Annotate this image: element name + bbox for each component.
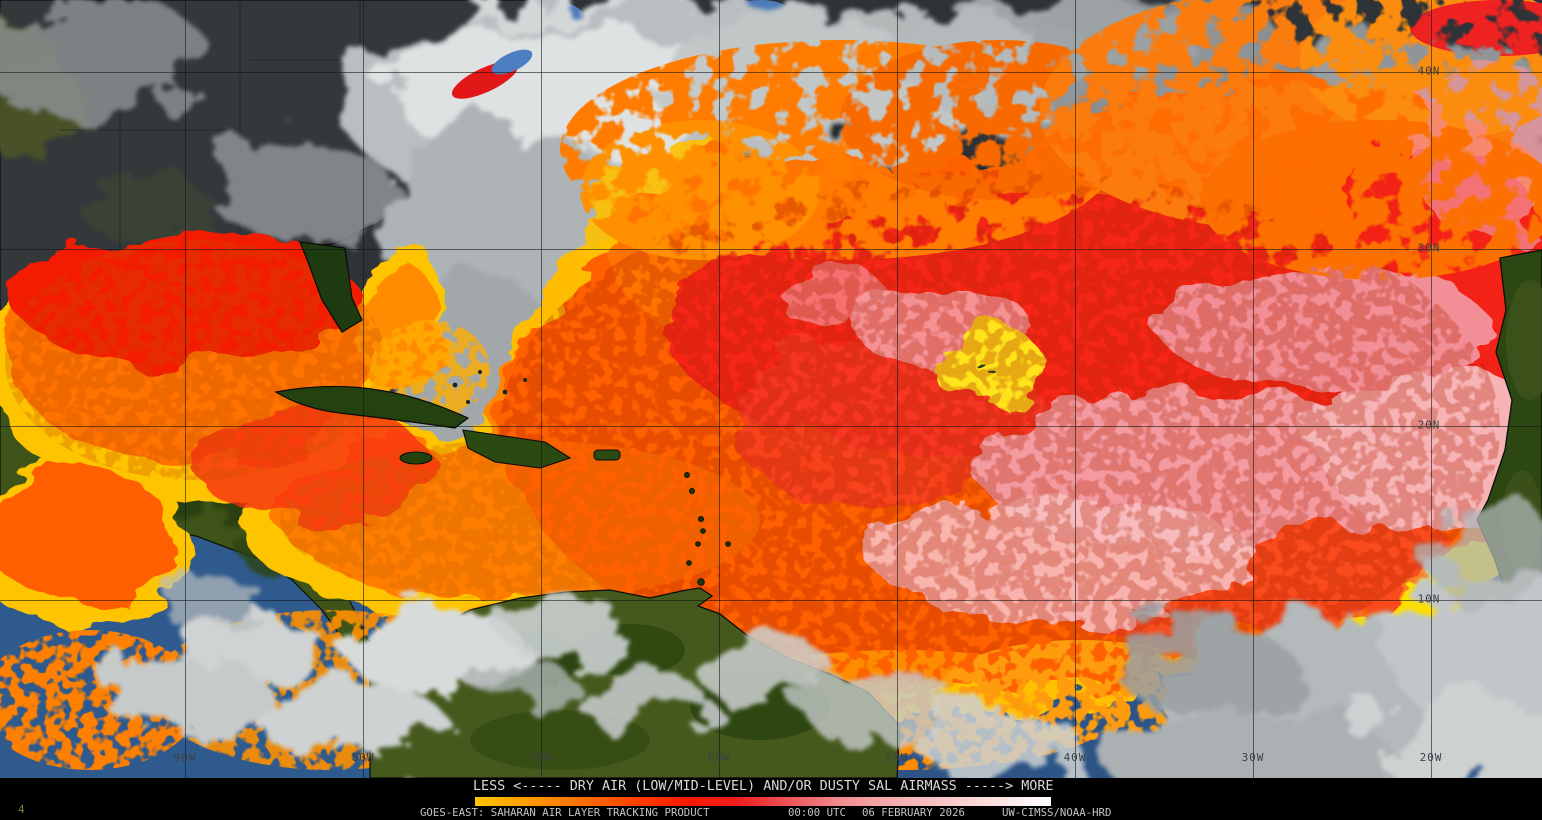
product-title: GOES-EAST: SAHARAN AIR LAYER TRACKING PR…	[420, 806, 710, 819]
puerto-rico-land	[593, 449, 621, 461]
lesser-antilles-islands	[684, 471, 731, 586]
hispaniola-land	[462, 429, 572, 469]
legend-band: LESS <----- DRY AIR (LOW/MID-LEVEL) AND/…	[0, 778, 1542, 820]
satellite-image	[0, 0, 1542, 778]
date-label: 06 FEBRUARY 2026	[862, 806, 965, 819]
colorbar	[475, 797, 1051, 806]
jamaica-land	[399, 451, 433, 465]
sal-speckle-northeast	[1040, 0, 1542, 280]
timestamp-utc: 00:00 UTC	[788, 806, 846, 819]
itcz-cloud-layer	[100, 572, 1085, 778]
frame-number: 4	[18, 803, 25, 816]
bahamas-islands	[452, 370, 527, 404]
cuba-land	[274, 385, 470, 429]
cloud-layer-southeast	[1110, 505, 1542, 778]
new-england-cold-cloud	[451, 49, 533, 99]
colorbar-scale-label: LESS <----- DRY AIR (LOW/MID-LEVEL) AND/…	[473, 779, 1054, 794]
florida-land	[299, 241, 363, 333]
sal-texture-grain	[5, 170, 1500, 690]
satellite-map: 90W 80W 70W 60W 50W 40W 30W 20W 40N 30N 20N 10N	[0, 0, 1542, 778]
credit-label: UW-CIMSS/NOAA-HRD	[1002, 806, 1112, 819]
